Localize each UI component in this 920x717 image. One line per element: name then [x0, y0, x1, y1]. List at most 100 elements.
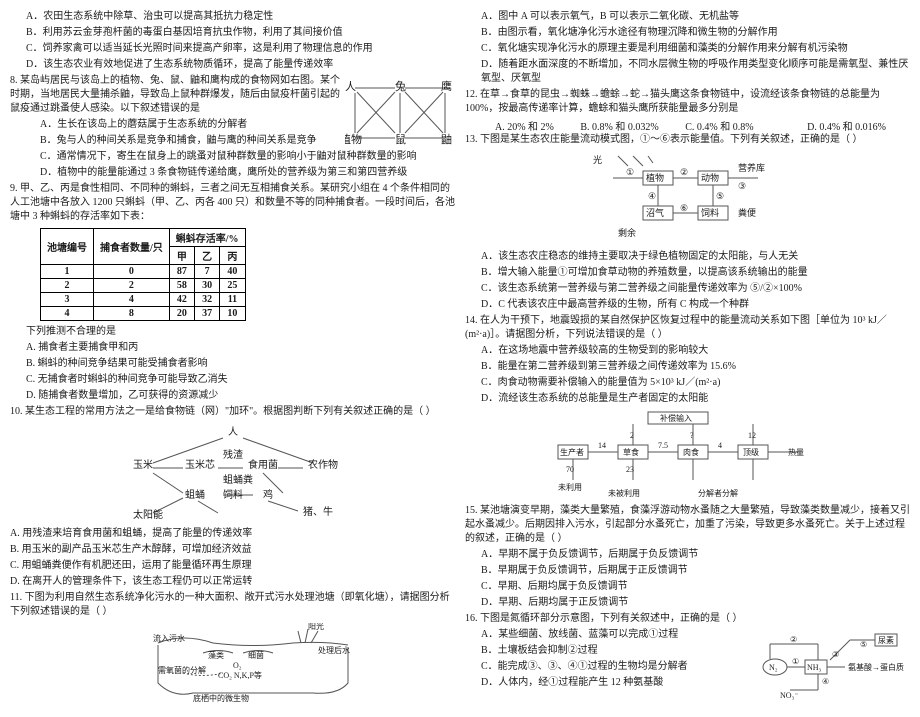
c: 42: [169, 293, 194, 307]
q9-table: 池塘编号 捕食者数量/只 蝌蚪存活率/% 甲 乙 丙 1087740 22583…: [40, 228, 246, 321]
svg-text:4: 4: [718, 441, 722, 450]
q8-opt-c: C．通常情况下，寄生在鼠身上的跳蚤对鼠种群数量的影响小于鼬对鼠种群数量的影响: [10, 150, 455, 164]
q9-opt-b: B. 蝌蚪的种间竞争结果可能受捕食者影响: [10, 357, 455, 371]
c: 4: [94, 293, 170, 307]
q10-opt-d: D. 在离开人的管理条件下，该生态工程仍可以正常运转: [10, 575, 455, 589]
svg-text:营养库: 营养库: [738, 162, 765, 173]
svg-text:玉米: 玉米: [133, 458, 153, 471]
svg-text:①: ①: [626, 167, 634, 177]
c: 87: [169, 265, 194, 279]
c: 25: [220, 279, 245, 293]
svg-text:2: 2: [630, 431, 634, 440]
svg-text:未被利用: 未被利用: [608, 488, 640, 498]
th-pred: 捕食者数量/只: [94, 229, 170, 265]
q10-opt-b: B. 用玉米的副产品玉米芯生产木醇酵，可增加经济效益: [10, 543, 455, 557]
svg-text:需氧菌的分解: 需氧菌的分解: [158, 665, 206, 675]
svg-text:动物: 动物: [701, 172, 719, 183]
q11-opt-d: D．随着距水面深度的不断增加，不同水层微生物的呼吸作用类型变化顺序可能是需氧型、…: [465, 58, 910, 86]
svg-text:热量: 热量: [788, 447, 804, 457]
th-bing: 丙: [220, 247, 245, 265]
q9-opt-c: C. 无捕食者时蝌蚪的种间竞争可能导致乙消失: [10, 373, 455, 387]
svg-text:草食: 草食: [623, 447, 639, 457]
svg-text:食用菌: 食用菌: [248, 458, 278, 471]
svg-text:剩余: 剩余: [618, 227, 636, 238]
q9-prompt: 下列推测不合理的是: [10, 325, 455, 339]
c: 30: [195, 279, 220, 293]
c: 10: [220, 307, 245, 321]
q16-opt-d: D．人体内，经①过程能产生 12 种氨基酸: [465, 676, 760, 690]
svg-text:人: 人: [228, 426, 238, 438]
th-yi: 乙: [195, 247, 220, 265]
q7-opt-b: B．利用苏云金芽孢杆菌的毒蛋白基因培育抗虫作物，利用了其间接价值: [10, 26, 455, 40]
c: 3: [41, 293, 94, 307]
svg-text:②: ②: [680, 167, 688, 177]
th-surv: 蝌蚪存活率/%: [169, 229, 245, 247]
svg-text:14: 14: [598, 441, 606, 450]
svg-text:饲料: 饲料: [223, 488, 243, 501]
svg-text:光: 光: [593, 154, 602, 165]
c: 2: [41, 279, 94, 293]
q9-opt-d: D. 随捕食者数量增加，乙可获得的资源减少: [10, 389, 455, 403]
svg-text:太阳能: 太阳能: [133, 508, 163, 521]
svg-text:肉食: 肉食: [683, 447, 699, 457]
q8-diagram: 人兔鹰 植物鼠鼬: [345, 78, 455, 148]
svg-text:尿素: 尿素: [878, 635, 894, 645]
c: 40: [220, 265, 245, 279]
svg-text:生产者: 生产者: [560, 447, 584, 457]
c: 8: [94, 307, 170, 321]
svg-text:12: 12: [748, 431, 756, 440]
svg-text:农作物: 农作物: [308, 458, 338, 471]
svg-text:沼气: 沼气: [646, 207, 664, 218]
svg-text:阳光: 阳光: [308, 623, 324, 631]
svg-text:⑤: ⑤: [860, 640, 867, 649]
c: 2: [94, 279, 170, 293]
q14-opt-b: B．能量在第二营养级到第三营养级之间传递效率为 15.6%: [465, 360, 910, 374]
q10-opt-c: C. 用蛆蛹粪便作有机肥还田，运用了能量循环再生原理: [10, 559, 455, 573]
svg-text:④: ④: [822, 677, 829, 686]
q13-opt-d: D．C 代表该农庄中最高营养级的生物，所有 C 构成一个种群: [465, 298, 910, 312]
svg-text:⑥: ⑥: [680, 203, 688, 213]
q15-opt-c: C．早期、后期均属于负反馈调节: [465, 580, 910, 594]
q12-opt-d: D. 0.4% 和 0.016%: [807, 118, 886, 133]
q14-stem: 14. 在人为干预下，地震毁损的某自然保护区恢复过程中的能量流动关系如下图［单位…: [465, 314, 910, 342]
svg-text:未利用: 未利用: [558, 482, 582, 492]
svg-text:④: ④: [648, 191, 656, 201]
c: 4: [41, 307, 94, 321]
q8-opt-d: D．植物中的能量能通过 3 条食物链传递给鹰，鹰所处的营养级为第三和第四营养级: [10, 166, 455, 180]
c: 7: [195, 265, 220, 279]
svg-text:②: ②: [790, 635, 797, 644]
q13-opt-c: C．该生态系统第一营养级与第二营养级之间能量传递效率为 ⑤/②×100%: [465, 282, 910, 296]
q16-opt-a: A．某些细菌、放线菌、蓝藻可以完成①过程: [465, 628, 760, 642]
q11-opt-c: C．氧化塘实现净化污水的原理主要是利用细菌和藻类的分解作用来分解有机污染物: [465, 42, 910, 56]
svg-text:分解者分解: 分解者分解: [698, 488, 738, 498]
c: 1: [41, 265, 94, 279]
left-column: A．农田生态系统中除草、治虫可以提高其抵抗力稳定性 B．利用苏云金芽孢杆菌的毒蛋…: [10, 10, 455, 707]
svg-text:鸡: 鸡: [263, 488, 273, 501]
svg-text:N₂: N₂: [769, 663, 778, 672]
svg-text:植物: 植物: [646, 172, 664, 183]
svg-text:粪便: 粪便: [738, 207, 756, 218]
q14-opt-c: C．肉食动物需要补偿输入的能量值为 5×10³ kJ／(m²·a): [465, 376, 910, 390]
q11-opt-b: B．由图示看，氧化塘净化污水途径有物理沉降和微生物的分解作用: [465, 26, 910, 40]
q13-opt-b: B．增大输入能量①可增加食草动物的养殖数量，以提高该系统输出的能量: [465, 266, 910, 280]
svg-text:蛆蛹: 蛆蛹: [185, 489, 205, 501]
svg-text:植物: 植物: [345, 132, 362, 146]
c: 37: [195, 307, 220, 321]
svg-text:残渣: 残渣: [223, 448, 243, 461]
q14-opt-d: D．流经该生态系统的总能量是生产者固定的太阳能: [465, 392, 910, 406]
q13-opt-a: A．该生态农庄稳态的维持主要取决于绿色植物固定的太阳能，与人无关: [465, 250, 910, 264]
q7-opt-d: D．该生态农业有效地促进了生态系统物质循环，提高了能量传递效率: [10, 58, 455, 72]
th-jia: 甲: [169, 247, 194, 265]
svg-text:流入污水: 流入污水: [153, 633, 185, 643]
q13-diagram: 光 植物动物 沼气饲料 营养库 ①②③ ④⑤⑥ 粪便剩余: [465, 151, 910, 246]
svg-text:顶级: 顶级: [743, 447, 759, 457]
svg-text:藻类: 藻类: [208, 650, 224, 660]
svg-text:70: 70: [566, 465, 574, 474]
q15-opt-b: B．早期属于负反馈调节，后期属于正反馈调节: [465, 564, 910, 578]
q11-diagram: 阳光 流入污水处理后水 藻类细菌 O₂CO₂ N,K,P等 需氧菌的分解 底栖中…: [10, 623, 455, 703]
svg-text:鼠: 鼠: [395, 132, 406, 146]
svg-text:NH₃: NH₃: [807, 663, 822, 672]
q10-stem: 10. 某生态工程的常用方法之一是给食物链（网）"加环"。根据图判断下列有关叙述…: [10, 405, 455, 419]
q14-opt-a: A．在这场地震中营养级较高的生物受到的影响较大: [465, 344, 910, 358]
svg-text:23: 23: [626, 465, 634, 474]
